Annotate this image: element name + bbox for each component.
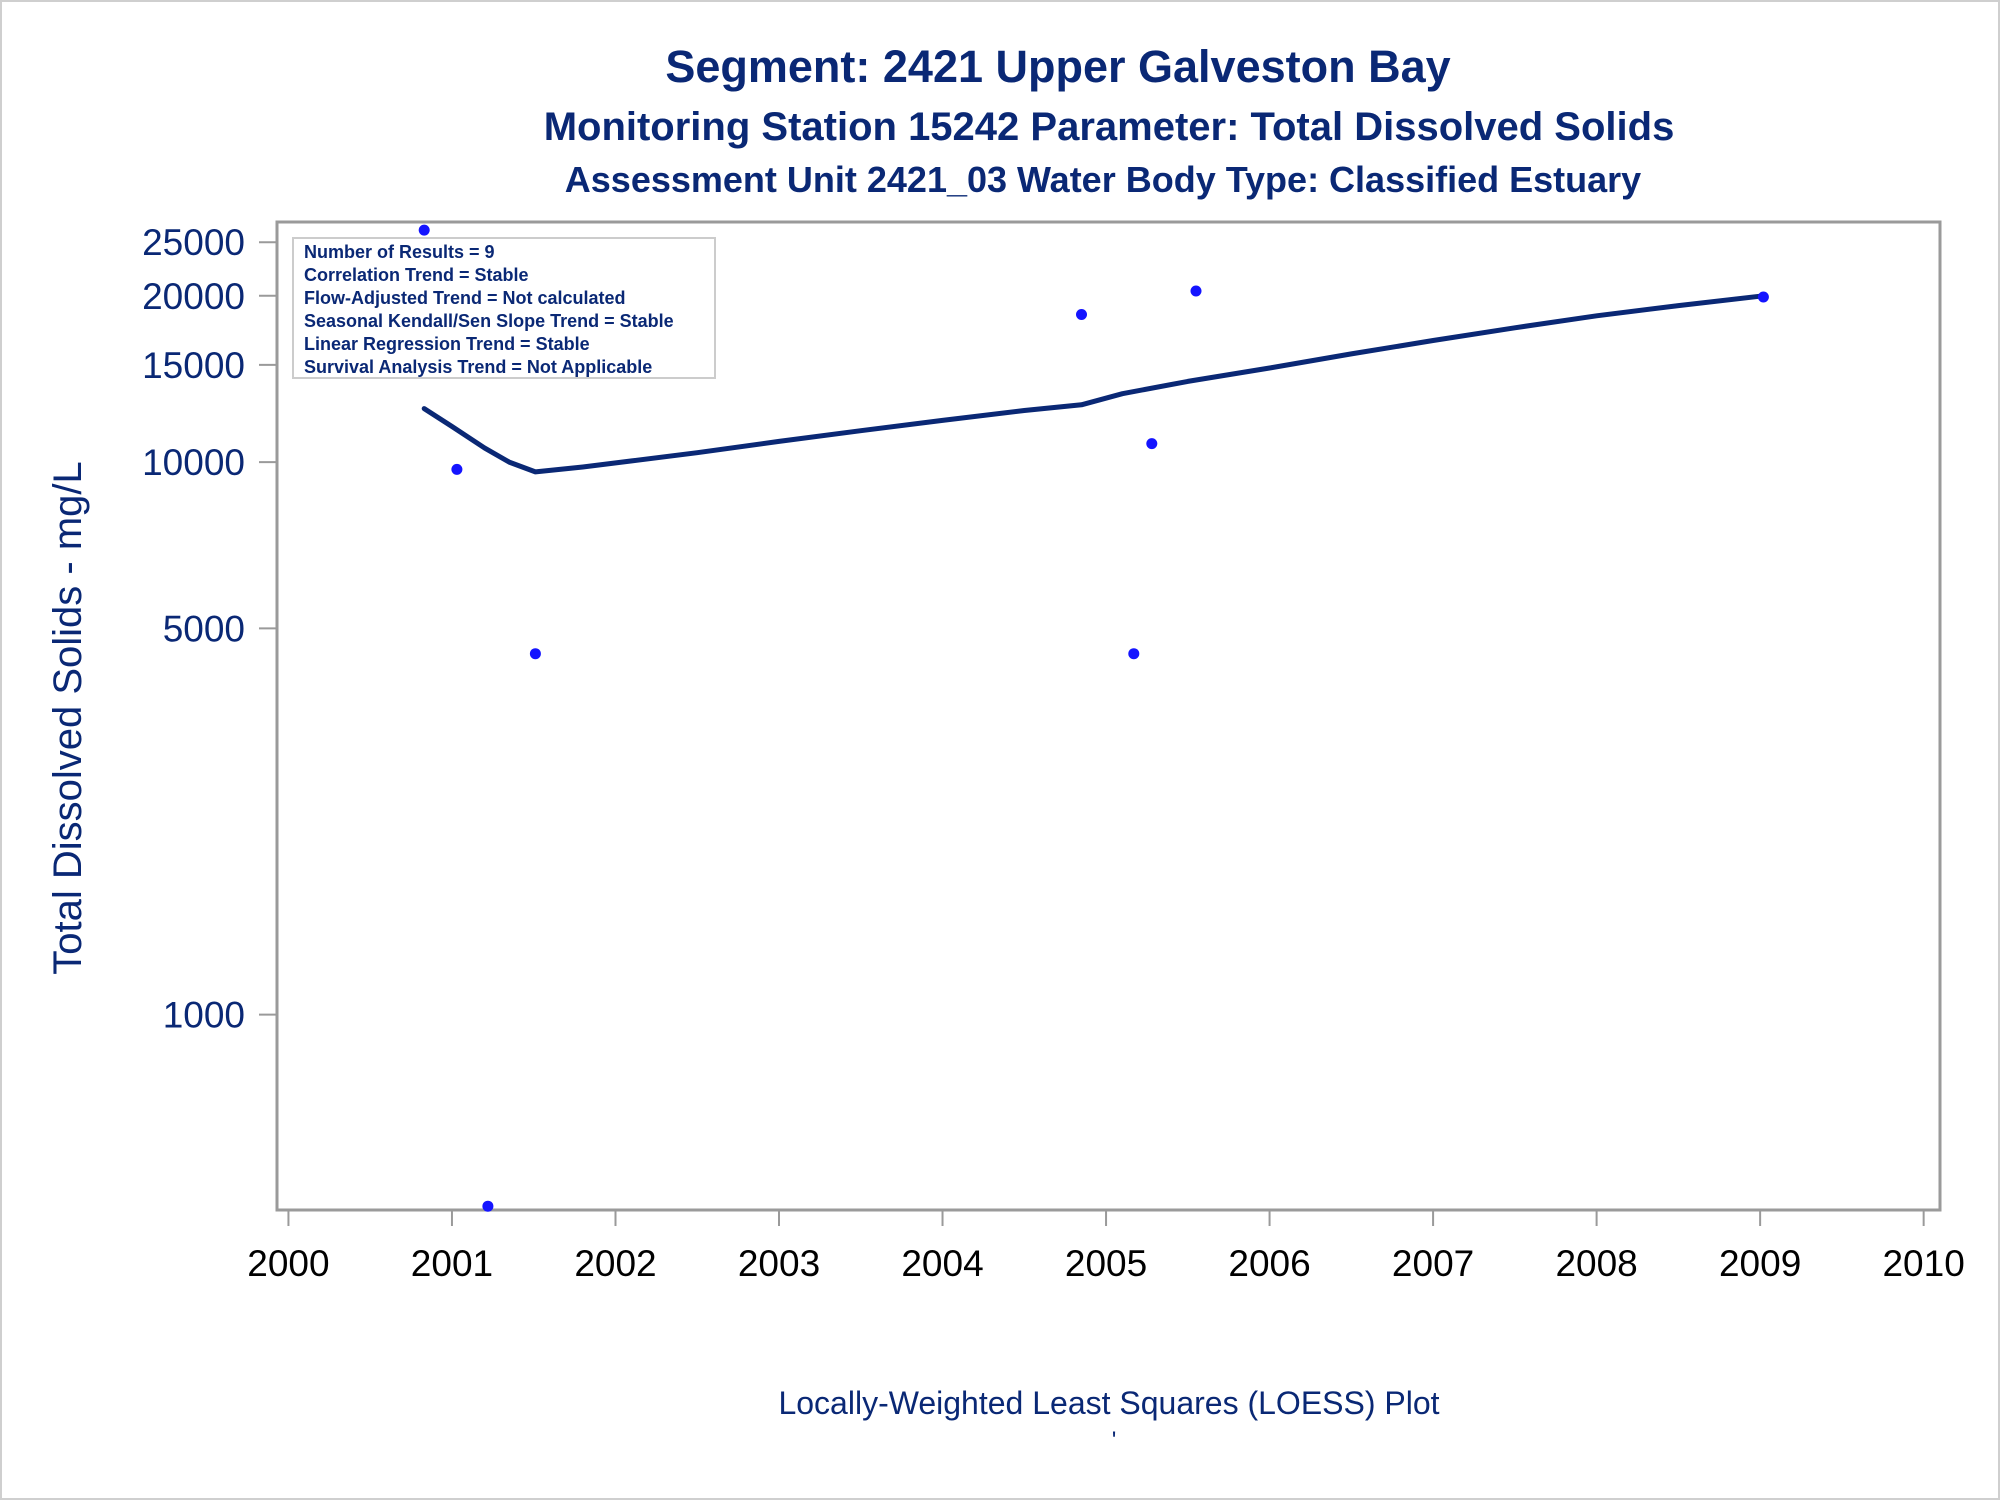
x-tick-label-2006: 2006	[1228, 1243, 1310, 1284]
x-tick-label-2008: 2008	[1555, 1243, 1637, 1284]
stats-line-6: Survival Analysis Trend = Not Applicable	[304, 357, 652, 377]
y-tick-label-10000: 10000	[142, 442, 245, 483]
x-tick-label-2009: 2009	[1719, 1243, 1801, 1284]
data-point-7	[1146, 438, 1158, 450]
stats-line-1: Number of Results = 9	[304, 242, 495, 262]
x-tick-label-2007: 2007	[1392, 1243, 1474, 1284]
stats-line-3: Flow-Adjusted Trend = Not calculated	[304, 288, 626, 308]
data-point-2	[451, 463, 463, 475]
x-axis-label: Locally-Weighted Least Squares (LOESS) P…	[778, 1385, 1439, 1421]
data-point-6	[1128, 648, 1140, 660]
y-tick-label-25000: 25000	[142, 222, 245, 263]
stats-legend-box: Number of Results = 9 Correlation Trend =…	[292, 237, 716, 379]
chart-subtitle: Monitoring Station 15242 Parameter: Tota…	[544, 105, 1675, 149]
chart-title: Segment: 2421 Upper Galveston Bay	[665, 41, 1450, 92]
stats-line-4: Seasonal Kendall/Sen Slope Trend = Stabl…	[304, 311, 674, 331]
chart-subtitle-2: Assessment Unit 2421_03 Water Body Type:…	[565, 159, 1641, 200]
data-point-1	[418, 224, 430, 236]
y-axis: 1000 5000 10000 15000 20000 25000	[142, 222, 277, 1036]
x-tick-label-2004: 2004	[901, 1243, 983, 1284]
x-tick-label-2005: 2005	[1065, 1243, 1147, 1284]
stats-box-frame	[292, 237, 716, 379]
y-tick-label-15000: 15000	[142, 345, 245, 386]
data-point-5	[1076, 309, 1087, 320]
x-tick-label-2001: 2001	[411, 1243, 493, 1284]
data-point-9	[1757, 291, 1769, 303]
x-tick-label-2002: 2002	[574, 1243, 656, 1284]
loess-line	[421, 293, 1766, 475]
y-axis-label: Total Dissolved Solids - mg/L	[46, 461, 90, 975]
data-point-8	[1190, 285, 1202, 297]
y-tick-label-5000: 5000	[163, 608, 245, 649]
x-tick-label-2000: 2000	[247, 1243, 329, 1284]
data-point-4	[529, 648, 541, 660]
x-tick-label-2010: 2010	[1882, 1243, 1964, 1284]
x-axis: 2000 2001 2002 2003 2004 2005 2006 2007 2008 2009…	[247, 1210, 1965, 1284]
stats-line-2: Correlation Trend = Stable	[304, 265, 529, 285]
x-tick-label-2003: 2003	[738, 1243, 820, 1284]
data-point-3	[482, 1200, 494, 1212]
stats-line-5: Linear Regression Trend = Stable	[304, 334, 590, 354]
y-tick-label-1000: 1000	[163, 995, 245, 1036]
footnote-mark: '	[1112, 1427, 1117, 1454]
plot-area	[275, 220, 1942, 1212]
y-tick-label-20000: 20000	[142, 276, 245, 317]
series-layer	[418, 224, 1769, 1212]
